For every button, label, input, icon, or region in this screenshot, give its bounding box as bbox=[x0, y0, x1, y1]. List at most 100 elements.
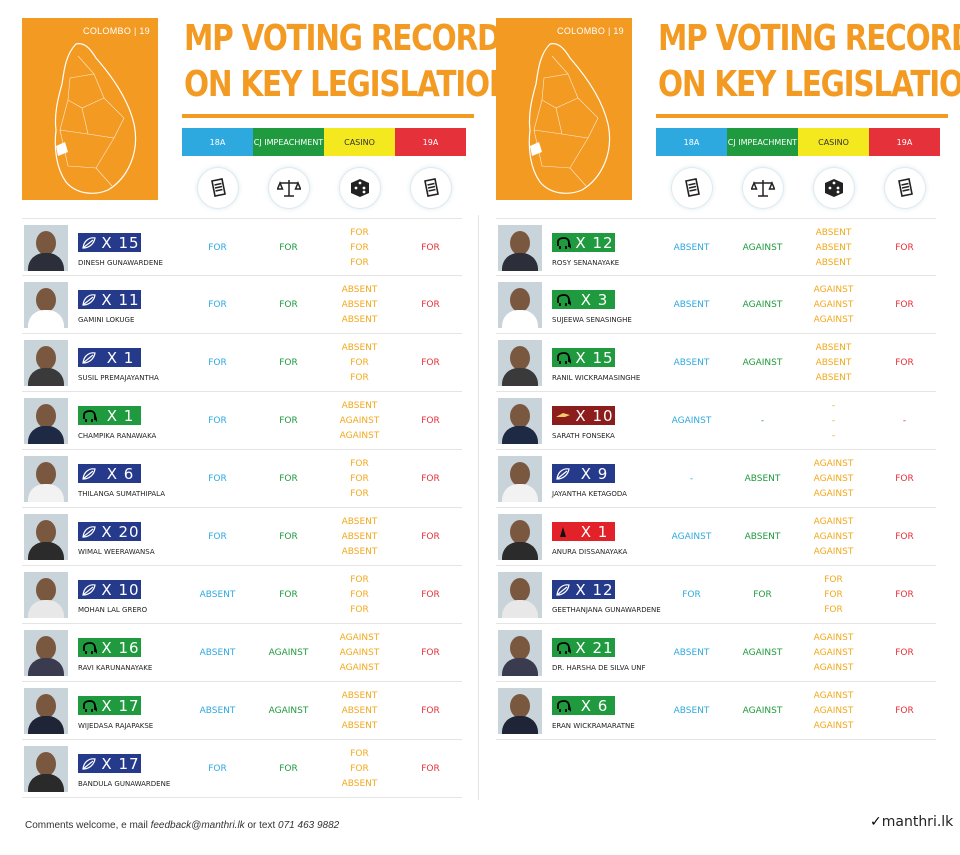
vote-value: AGAINST bbox=[671, 531, 712, 542]
preference-number: X 15 bbox=[575, 348, 614, 367]
vote-value: ABSENT bbox=[341, 778, 378, 789]
vote-value: FOR bbox=[350, 488, 369, 499]
mp-row: X 6 THILANGA SUMATHIPALA FOR FOR FOR FOR FOR FO… bbox=[22, 450, 462, 508]
document-icon bbox=[410, 168, 451, 208]
vote-value: FOR bbox=[895, 705, 914, 716]
vote-19a: FOR bbox=[395, 276, 466, 334]
vote-value: FOR bbox=[350, 748, 369, 759]
photo-head bbox=[510, 520, 530, 544]
vote-value: FOR bbox=[824, 574, 843, 585]
mp-row: X 3 SUJEEWA SENASINGHE ABSENT AGAINST AGAINS… bbox=[496, 276, 936, 334]
mp-row: X 1 SUSIL PREMAJAYANTHA FOR FOR ABSENT FOR FOR… bbox=[22, 334, 462, 392]
bell-icon bbox=[552, 522, 574, 541]
mp-name: SUSIL PREMAJAYANTHA bbox=[78, 374, 159, 382]
mp-row: X 10 MOHAN LAL GRERO ABSENT FOR FOR FOR FOR FOR bbox=[22, 566, 462, 624]
title-line-2: ON KEY LEGISLATION bbox=[184, 64, 514, 105]
vote-value: ABSENT bbox=[199, 647, 236, 658]
vote-cj-impeachment: AGAINST bbox=[253, 624, 324, 682]
vote-value: FOR bbox=[208, 415, 227, 426]
dice-icon bbox=[339, 168, 380, 208]
vote-value: FOR bbox=[350, 257, 369, 268]
icon-cell bbox=[182, 166, 253, 210]
page-title: MP VOTING RECORD ON KEY LEGISLATION bbox=[658, 16, 960, 108]
photo-body bbox=[28, 716, 64, 734]
vote-value: ABSENT bbox=[341, 546, 378, 557]
vote-value: FOR bbox=[350, 604, 369, 615]
vote-18a: FOR bbox=[182, 740, 253, 798]
vote-value: ABSENT bbox=[341, 342, 378, 353]
category-bar: 18A CJ IMPEACHMENT CASINO 19A bbox=[656, 128, 940, 156]
vote-19a: FOR bbox=[869, 566, 940, 624]
mp-row: X 17 BANDULA GUNAWARDENE FOR FOR FOR FOR ABSEN… bbox=[22, 740, 462, 798]
mp-photo bbox=[24, 572, 68, 618]
photo-head bbox=[36, 694, 56, 718]
mp-row: X 6 ERAN WICKRAMARATNE ABSENT AGAINST AGAINS… bbox=[496, 682, 936, 740]
vote-value: FOR bbox=[421, 589, 440, 600]
photo-head bbox=[510, 404, 530, 428]
vote-value: AGAINST bbox=[813, 531, 854, 542]
vote-18a: ABSENT bbox=[656, 276, 727, 334]
elephant-icon bbox=[552, 348, 574, 367]
vote-value: FOR bbox=[421, 705, 440, 716]
vote-value: FOR bbox=[421, 763, 440, 774]
vote-19a: FOR bbox=[395, 508, 466, 566]
vote-value: ABSENT bbox=[341, 314, 378, 325]
vote-value: FOR bbox=[350, 357, 369, 368]
vote-casino: FOR FOR ABSENT bbox=[324, 740, 395, 798]
vote-19a: - bbox=[869, 392, 940, 450]
preference-badge: X 15 bbox=[552, 348, 615, 367]
mp-photo bbox=[498, 225, 542, 271]
preference-number: X 17 bbox=[101, 696, 140, 715]
district-caption: COLOMBO | 19 bbox=[557, 26, 624, 36]
preference-number: X 10 bbox=[101, 580, 140, 599]
vote-casino: - - - bbox=[798, 392, 869, 450]
vote-value: AGAINST bbox=[339, 430, 380, 441]
vote-cj-impeachment: ABSENT bbox=[727, 508, 798, 566]
vote-casino: AGAINST AGAINST AGAINST bbox=[798, 276, 869, 334]
trophy-icon bbox=[552, 406, 574, 425]
mp-row: X 16 RAVI KARUNANAYAKE ABSENT AGAINST AGAINS… bbox=[22, 624, 462, 682]
vote-cj-impeachment: FOR bbox=[253, 334, 324, 392]
vote-value: AGAINST bbox=[813, 516, 854, 527]
mp-row: X 1 ANURA DISSANAYAKA AGAINST ABSENT AGAINST… bbox=[496, 508, 936, 566]
left-panel: COLOMBO | 19 MP VOTING RECORD ON KEY LEGIS… bbox=[22, 0, 514, 805]
dice-icon bbox=[813, 168, 854, 208]
preference-number: X 15 bbox=[101, 233, 140, 252]
elephant-icon bbox=[78, 696, 100, 715]
preference-number: X 10 bbox=[575, 406, 614, 425]
icon-cell bbox=[324, 166, 395, 210]
vote-18a: AGAINST bbox=[656, 508, 727, 566]
vote-18a: ABSENT bbox=[182, 566, 253, 624]
icon-cell bbox=[656, 166, 727, 210]
preference-number: X 12 bbox=[575, 580, 614, 599]
vote-value: FOR bbox=[208, 242, 227, 253]
vote-cj-impeachment: FOR bbox=[253, 392, 324, 450]
scales-icon bbox=[742, 168, 783, 208]
mp-name: SUJEEWA SENASINGHE bbox=[552, 316, 632, 324]
preference-badge: X 1 bbox=[78, 348, 141, 367]
vote-value: AGAINST bbox=[742, 299, 783, 310]
preference-badge: X 10 bbox=[78, 580, 141, 599]
photo-head bbox=[510, 346, 530, 370]
mp-photo bbox=[498, 282, 542, 328]
photo-head bbox=[36, 231, 56, 255]
mp-row: X 17 WIJEDASA RAJAPAKSE ABSENT AGAINST ABSEN… bbox=[22, 682, 462, 740]
mp-photo bbox=[24, 746, 68, 792]
vote-casino: AGAINST AGAINST AGAINST bbox=[798, 508, 869, 566]
footer-phone: 071 463 9882 bbox=[278, 820, 340, 831]
vote-casino: AGAINST AGAINST AGAINST bbox=[798, 624, 869, 682]
vote-casino: ABSENT ABSENT ABSENT bbox=[798, 219, 869, 277]
vote-cj-impeachment: AGAINST bbox=[253, 682, 324, 740]
preference-badge: X 21 bbox=[552, 638, 615, 657]
vote-cj-impeachment: AGAINST bbox=[727, 624, 798, 682]
mp-row: X 10 SARATH FONSEKA AGAINST - - - - - bbox=[496, 392, 936, 450]
footer-email[interactable]: feedback@manthri.lk bbox=[150, 820, 245, 831]
photo-body bbox=[502, 310, 538, 328]
vote-value: FOR bbox=[824, 589, 843, 600]
photo-head bbox=[36, 404, 56, 428]
manthri-logo[interactable]: ✓manthri.lk bbox=[870, 814, 953, 830]
vote-value: ABSENT bbox=[199, 589, 236, 600]
vote-value: FOR bbox=[350, 763, 369, 774]
vote-19a: FOR bbox=[869, 682, 940, 740]
preference-badge: X 3 bbox=[552, 290, 615, 309]
